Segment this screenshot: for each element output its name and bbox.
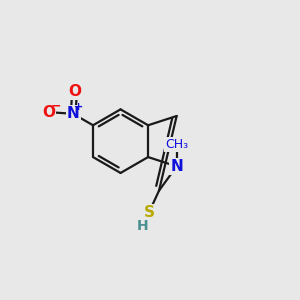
Text: S: S	[143, 205, 155, 220]
Text: H: H	[137, 219, 148, 233]
Text: −: −	[51, 99, 61, 112]
Text: CH₃: CH₃	[165, 138, 188, 151]
Text: O: O	[68, 84, 81, 99]
Text: N: N	[170, 159, 183, 174]
Text: N: N	[67, 106, 80, 121]
Text: +: +	[74, 102, 83, 112]
Text: O: O	[42, 105, 55, 120]
